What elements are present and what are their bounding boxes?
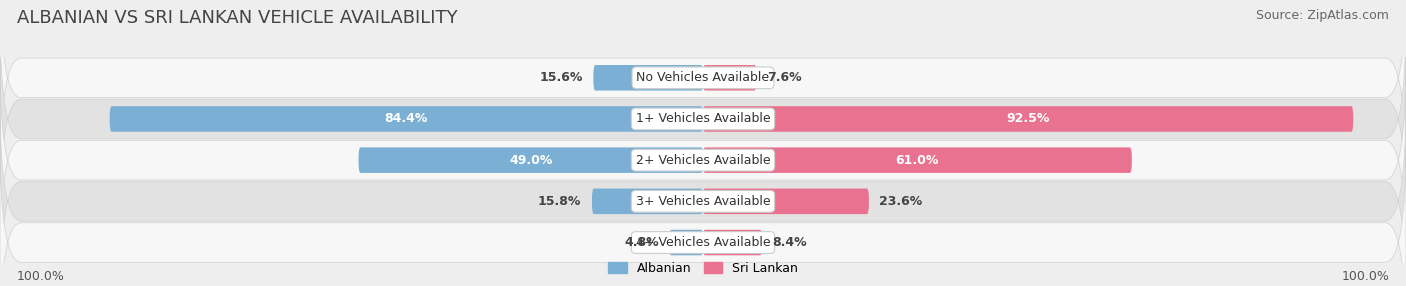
FancyBboxPatch shape <box>703 188 869 214</box>
Text: 92.5%: 92.5% <box>1007 112 1050 126</box>
Text: 1+ Vehicles Available: 1+ Vehicles Available <box>636 112 770 126</box>
FancyBboxPatch shape <box>703 147 1132 173</box>
FancyBboxPatch shape <box>593 65 703 91</box>
FancyBboxPatch shape <box>669 230 703 255</box>
FancyBboxPatch shape <box>0 56 1406 264</box>
FancyBboxPatch shape <box>703 106 1354 132</box>
FancyBboxPatch shape <box>110 106 703 132</box>
Text: Source: ZipAtlas.com: Source: ZipAtlas.com <box>1256 9 1389 21</box>
Text: 49.0%: 49.0% <box>509 154 553 167</box>
Text: 61.0%: 61.0% <box>896 154 939 167</box>
Text: 23.6%: 23.6% <box>880 195 922 208</box>
Text: 2+ Vehicles Available: 2+ Vehicles Available <box>636 154 770 167</box>
Text: 8.4%: 8.4% <box>773 236 807 249</box>
Text: ALBANIAN VS SRI LANKAN VEHICLE AVAILABILITY: ALBANIAN VS SRI LANKAN VEHICLE AVAILABIL… <box>17 9 457 27</box>
FancyBboxPatch shape <box>0 15 1406 223</box>
FancyBboxPatch shape <box>359 147 703 173</box>
FancyBboxPatch shape <box>592 188 703 214</box>
Text: 4+ Vehicles Available: 4+ Vehicles Available <box>636 236 770 249</box>
Text: 7.6%: 7.6% <box>768 71 801 84</box>
FancyBboxPatch shape <box>0 98 1406 286</box>
FancyBboxPatch shape <box>703 65 756 91</box>
FancyBboxPatch shape <box>0 0 1406 182</box>
Text: 100.0%: 100.0% <box>17 270 65 283</box>
Legend: Albanian, Sri Lankan: Albanian, Sri Lankan <box>603 257 803 280</box>
Text: 15.8%: 15.8% <box>538 195 582 208</box>
FancyBboxPatch shape <box>703 230 762 255</box>
Text: No Vehicles Available: No Vehicles Available <box>637 71 769 84</box>
Text: 100.0%: 100.0% <box>1341 270 1389 283</box>
Text: 3+ Vehicles Available: 3+ Vehicles Available <box>636 195 770 208</box>
FancyBboxPatch shape <box>0 139 1406 286</box>
Text: 15.6%: 15.6% <box>540 71 583 84</box>
Text: 84.4%: 84.4% <box>385 112 427 126</box>
Text: 4.8%: 4.8% <box>624 236 658 249</box>
